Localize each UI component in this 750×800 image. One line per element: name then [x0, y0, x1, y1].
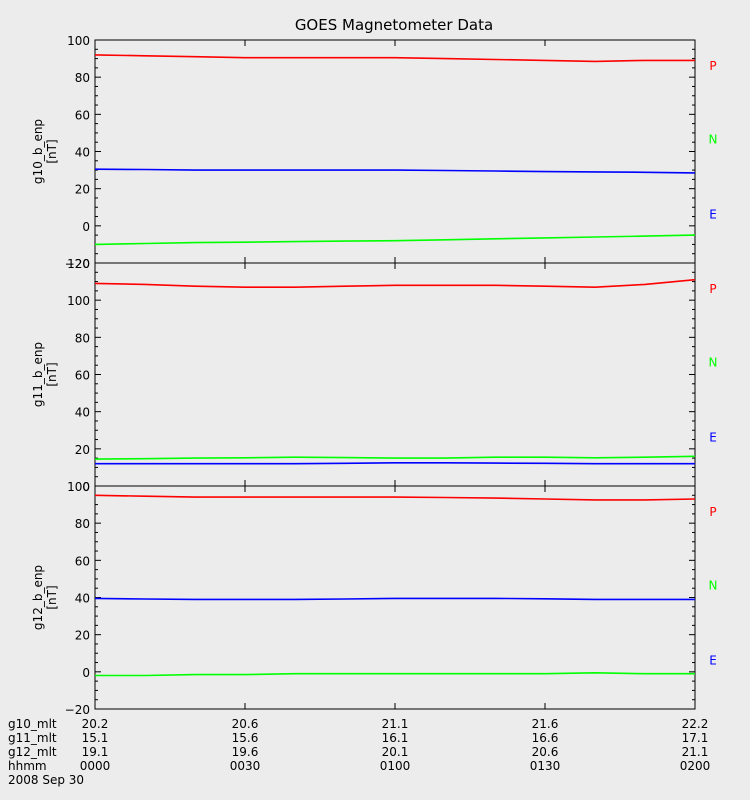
footer-cell: 0030: [230, 759, 261, 773]
y-axis-label: g10_b_enp: [31, 119, 45, 184]
y-tick-label: 60: [75, 369, 90, 383]
y-tick-label: 60: [75, 108, 90, 122]
series-line-P: [94, 494, 696, 501]
footer-cell: 21.6: [532, 717, 559, 731]
footer-cell: 17.1: [682, 731, 709, 745]
footer-row-label: g10_mlt: [8, 717, 57, 731]
y-tick-label: 80: [75, 71, 90, 85]
series-line-P: [94, 54, 695, 63]
panel-frame: [94, 262, 696, 487]
footer-row-label: g11_mlt: [8, 731, 57, 745]
footer-cell: 19.6: [232, 745, 259, 759]
y-tick-label: −20: [65, 257, 90, 271]
y-tick-label: 0: [82, 666, 90, 680]
y-tick-label: 80: [75, 517, 90, 531]
panel-frame: [94, 39, 696, 264]
footer-cell: 21.1: [682, 745, 709, 759]
footer-date: 2008 Sep 30: [8, 773, 84, 787]
footer-row-label: g12_mlt: [8, 745, 57, 759]
legend-E: E: [709, 653, 717, 667]
footer-cell: 20.1: [382, 745, 409, 759]
footer-cell: 15.6: [232, 731, 259, 745]
y-tick-label: 60: [75, 554, 90, 568]
y-tick-label: 40: [75, 592, 90, 606]
footer-cell: 0130: [530, 759, 561, 773]
y-tick-label: 100: [67, 480, 90, 494]
y-tick-label: 0: [82, 220, 90, 234]
y-tick-label: 20: [75, 443, 90, 457]
series-line-P: [94, 278, 696, 289]
series-line-E: [94, 168, 696, 174]
chart-title: GOES Magnetometer Data: [295, 16, 493, 34]
y-tick-label: 0: [82, 480, 90, 494]
legend-N: N: [709, 356, 718, 370]
series-line-N: [95, 671, 695, 677]
footer-cell: 16.1: [382, 731, 409, 745]
y-tick-label: 100: [67, 294, 90, 308]
series-line-N: [94, 234, 696, 246]
legend-E: E: [709, 207, 717, 221]
y-tick-label: 120: [67, 257, 90, 271]
panel-3: −20 0 20 40 60 80 100 g12_b_enp [nT] P N E: [31, 480, 717, 717]
footer-row-label: hhmm: [8, 759, 47, 773]
legend-P: P: [709, 282, 716, 296]
panel-2: 0 20 40 60 80 100 120 g11_b_enp [nT] P N E: [31, 257, 717, 494]
footer-cell: 16.6: [532, 731, 559, 745]
footer-cell: 15.1: [82, 731, 109, 745]
panel-1: −20 0 20 40 60 80 100 g10_b_enp [nT] P N E: [31, 34, 717, 271]
footer-cell: 20.2: [82, 717, 109, 731]
footer-cell: 0200: [680, 759, 711, 773]
legend-N: N: [709, 133, 718, 147]
y-tick-label: 100: [67, 34, 90, 48]
legend-E: E: [709, 430, 717, 444]
footer-cell: 0100: [380, 759, 411, 773]
legend-P: P: [709, 505, 716, 519]
footer-cell: 0000: [80, 759, 111, 773]
legend-P: P: [709, 59, 716, 73]
footer-cell: 20.6: [532, 745, 559, 759]
series-line-E: [95, 461, 695, 465]
y-axis-unit: [nT]: [45, 362, 59, 386]
series-line-N: [94, 455, 696, 460]
y-tick-label: 20: [75, 629, 90, 643]
series-line-E: [94, 597, 695, 601]
y-tick-label: 40: [75, 146, 90, 160]
y-axis-unit: [nT]: [45, 139, 59, 163]
footer-cell: 22.2: [682, 717, 709, 731]
y-axis-unit: [nT]: [45, 585, 59, 609]
y-tick-label: 20: [75, 183, 90, 197]
y-tick-label: 80: [75, 331, 90, 345]
y-tick-label: 40: [75, 406, 90, 420]
y-tick-label: −20: [65, 703, 90, 717]
footer-cell: 21.1: [382, 717, 409, 731]
legend-N: N: [709, 579, 718, 593]
footer-cell: 20.6: [232, 717, 259, 731]
y-axis-label: g12_b_enp: [31, 565, 45, 630]
footer-table: g10_mlt 20.2 20.6 21.1 21.6 22.2 g11_mlt 15.1 15…: [8, 717, 710, 787]
y-axis-label: g11_b_enp: [31, 342, 45, 407]
footer-cell: 19.1: [82, 745, 109, 759]
